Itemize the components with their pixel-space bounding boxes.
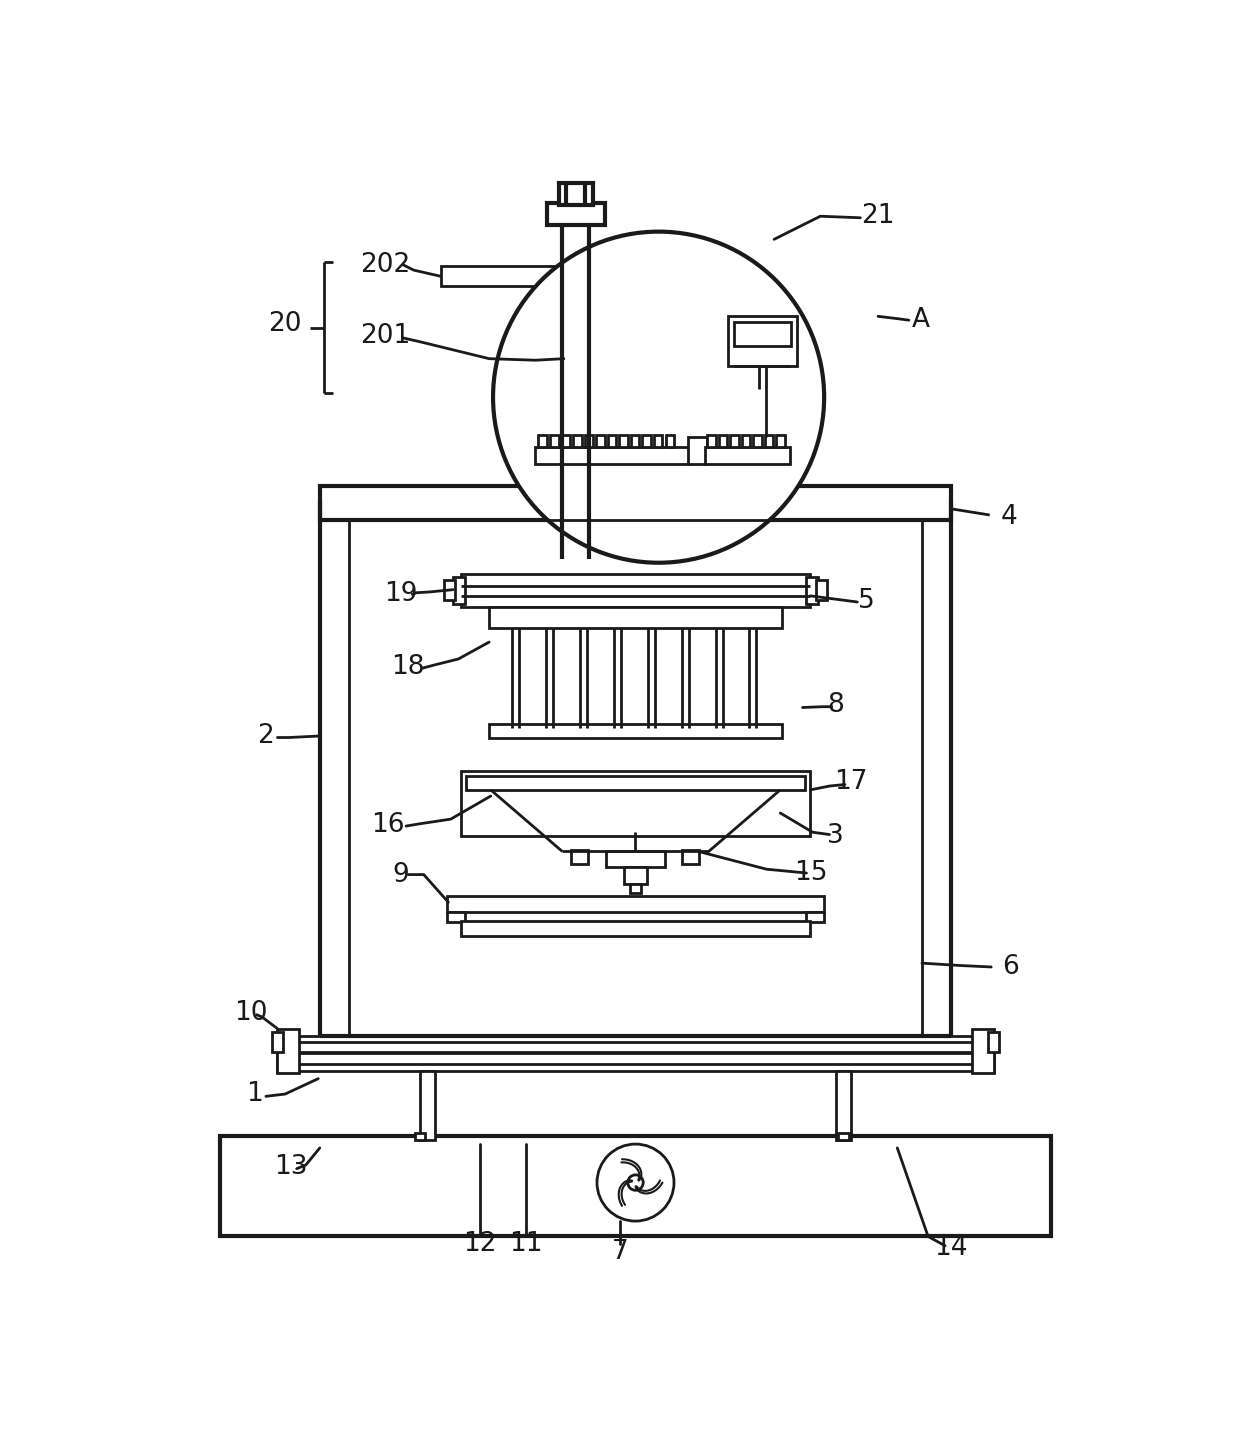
Text: 12: 12 [464,1232,497,1258]
Text: A: A [911,307,930,333]
Text: 3: 3 [827,823,844,849]
Bar [461,771,810,836]
Bar [719,435,727,448]
Text: 201: 201 [360,323,410,349]
Bar [765,435,774,448]
Bar [283,1053,988,1064]
Bar [688,438,707,464]
Bar [278,1036,993,1071]
Bar [608,435,616,448]
Bar [420,1071,435,1140]
Bar [490,607,781,629]
Bar [682,851,698,864]
Circle shape [494,232,825,562]
Bar [272,1033,283,1052]
Bar [278,1029,299,1074]
Bar [219,1136,1052,1236]
Bar [631,435,640,448]
Text: 202: 202 [360,252,410,278]
Text: 8: 8 [827,693,844,719]
Bar [734,323,791,346]
Bar [551,435,558,448]
Bar [490,724,781,739]
Text: 2: 2 [258,723,274,749]
Text: 15: 15 [795,861,828,885]
Text: 9: 9 [392,862,409,888]
Text: 7: 7 [611,1239,629,1265]
Bar [666,435,675,448]
Bar [988,1033,999,1052]
Bar [466,777,805,790]
Bar [754,435,761,448]
Bar [806,911,825,923]
Text: 16: 16 [371,811,404,838]
Bar [704,448,790,464]
Bar [728,316,797,367]
Circle shape [596,1145,675,1222]
Bar [440,267,725,285]
Bar [838,1133,849,1140]
Bar [446,911,465,923]
Text: 1: 1 [246,1081,263,1107]
Bar [538,435,547,448]
Text: 17: 17 [835,769,868,796]
Text: 19: 19 [384,581,418,607]
Text: 21: 21 [862,203,895,229]
Bar [320,485,951,520]
Bar [444,581,455,600]
Bar [972,1029,993,1074]
Text: 11: 11 [510,1232,543,1258]
Text: 4: 4 [1001,504,1017,529]
Bar [547,203,605,225]
Bar [283,1042,988,1052]
Text: 18: 18 [392,653,425,680]
Bar [619,435,627,448]
Bar [536,448,689,464]
Bar [414,1133,425,1140]
Bar [461,920,810,936]
Bar [816,581,827,600]
Bar [730,435,739,448]
Bar [630,884,641,893]
Bar [558,183,593,204]
Bar [776,435,785,448]
Text: 6: 6 [1002,953,1019,980]
Bar [585,435,593,448]
Text: 5: 5 [858,588,875,614]
Bar [596,435,605,448]
Bar [573,435,582,448]
Text: 14: 14 [935,1235,968,1261]
Text: 10: 10 [234,1000,268,1026]
Bar [606,852,665,867]
Bar [624,867,647,884]
Bar [562,435,570,448]
Bar [570,851,588,864]
Bar [453,577,465,604]
Bar [742,435,750,448]
Bar [461,574,810,607]
Bar [836,1071,851,1140]
Text: 13: 13 [274,1155,308,1179]
Bar [806,577,818,604]
Bar [446,895,825,911]
Circle shape [627,1175,644,1190]
Bar [653,435,662,448]
Bar [707,435,715,448]
Bar [642,435,651,448]
Text: 20: 20 [268,312,301,338]
